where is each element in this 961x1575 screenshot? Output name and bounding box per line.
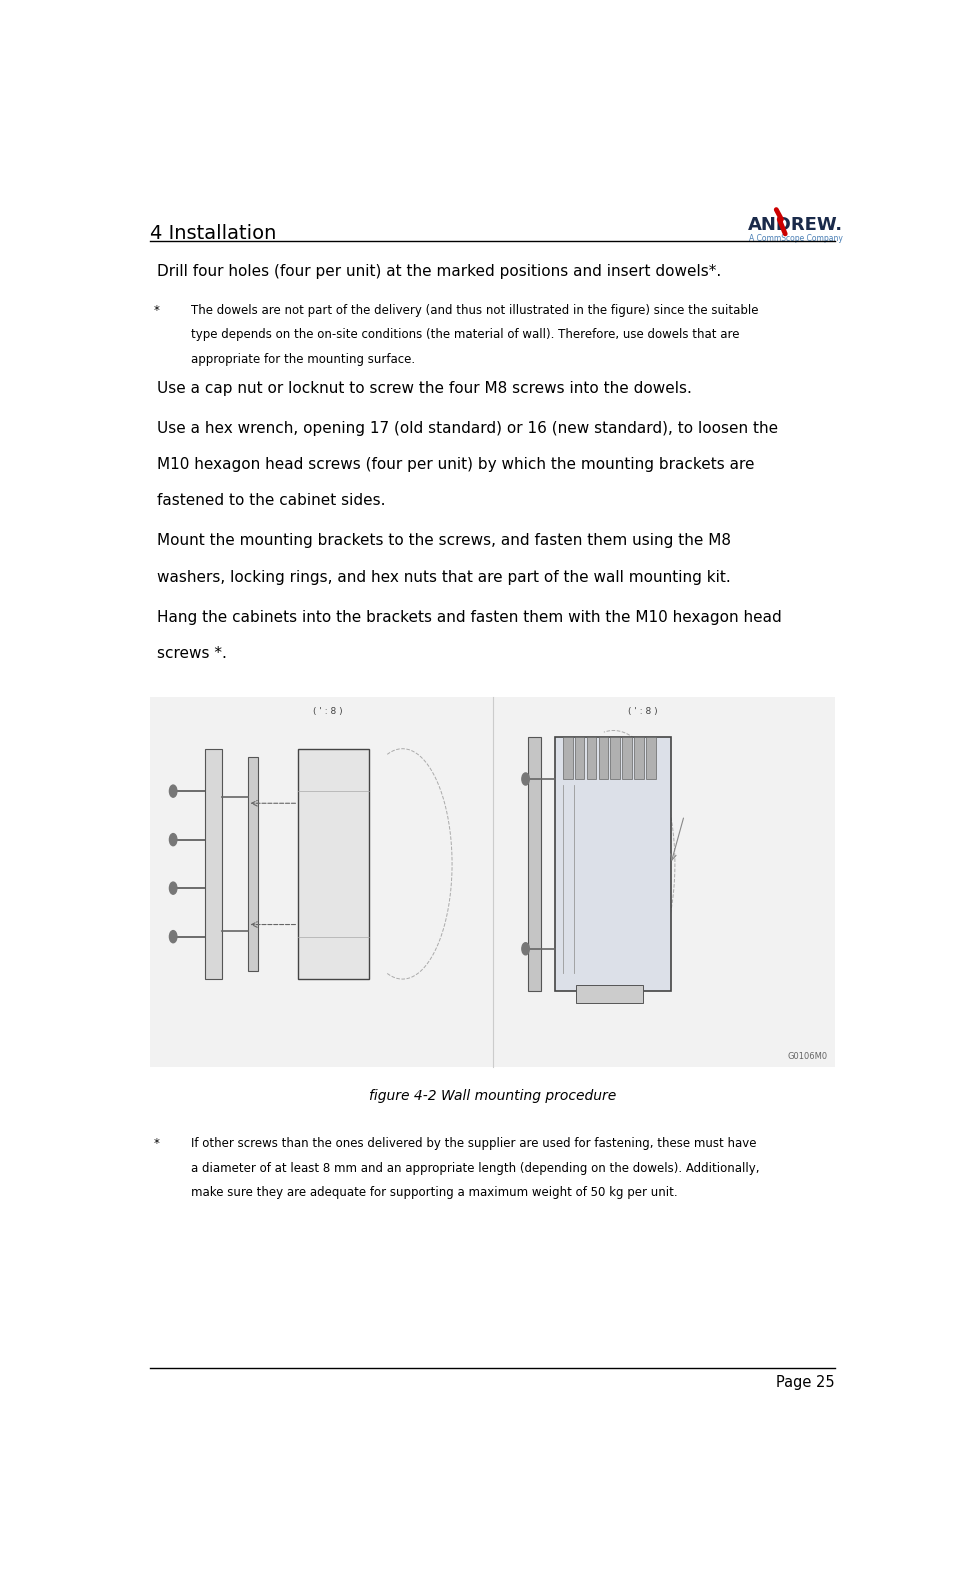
Bar	[298, 748, 369, 980]
Bar	[623, 737, 632, 780]
Bar	[634, 737, 644, 780]
Bar	[248, 758, 259, 970]
Text: G0106M0: G0106M0	[787, 1052, 827, 1062]
Text: ANDREW.: ANDREW.	[748, 216, 843, 233]
Text: type depends on the on-site conditions (the material of wall). Therefore, use do: type depends on the on-site conditions (…	[191, 329, 739, 342]
Text: appropriate for the mounting surface.: appropriate for the mounting surface.	[191, 353, 415, 365]
Text: M10 hexagon head screws (four per unit) by which the mounting brackets are: M10 hexagon head screws (four per unit) …	[158, 457, 754, 472]
Bar	[575, 737, 584, 780]
Bar	[577, 986, 643, 1003]
Bar	[528, 737, 541, 991]
Bar	[646, 737, 656, 780]
Text: Use a hex wrench, opening 17 (old standard) or 16 (new standard), to loosen the: Use a hex wrench, opening 17 (old standa…	[158, 421, 778, 436]
Bar	[586, 737, 597, 780]
Text: figure 4-2 Wall mounting procedure: figure 4-2 Wall mounting procedure	[369, 1088, 616, 1102]
Text: ( ' : 8 ): ( ' : 8 )	[313, 707, 343, 717]
Bar	[599, 737, 608, 780]
Bar	[563, 737, 573, 780]
Circle shape	[169, 833, 177, 846]
Text: make sure they are adequate for supporting a maximum weight of 50 kg per unit.: make sure they are adequate for supporti…	[191, 1186, 678, 1199]
Circle shape	[522, 773, 530, 784]
Text: Drill four holes (four per unit) at the marked positions and insert dowels*.: Drill four holes (four per unit) at the …	[158, 265, 722, 279]
Text: Mount the mounting brackets to the screws, and fasten them using the M8: Mount the mounting brackets to the screw…	[158, 534, 731, 548]
Circle shape	[522, 943, 530, 954]
Bar	[610, 737, 620, 780]
Text: Page 25: Page 25	[776, 1375, 835, 1391]
Circle shape	[169, 784, 177, 797]
Text: screws *.: screws *.	[158, 646, 227, 662]
Circle shape	[169, 931, 177, 943]
Text: ( ' : 8 ): ( ' : 8 )	[628, 707, 658, 717]
Text: a diameter of at least 8 mm and an appropriate length (depending on the dowels).: a diameter of at least 8 mm and an appro…	[191, 1162, 759, 1175]
Bar	[206, 748, 222, 980]
Text: The dowels are not part of the delivery (and thus not illustrated in the figure): The dowels are not part of the delivery …	[191, 304, 758, 317]
Bar	[555, 737, 671, 991]
Text: Hang the cabinets into the brackets and fasten them with the M10 hexagon head: Hang the cabinets into the brackets and …	[158, 610, 782, 625]
Bar	[150, 698, 835, 1066]
Text: 4 Installation: 4 Installation	[150, 224, 277, 243]
Text: A CommScope Company: A CommScope Company	[749, 233, 843, 243]
Text: *: *	[154, 304, 160, 317]
Text: Use a cap nut or locknut to screw the four M8 screws into the dowels.: Use a cap nut or locknut to screw the fo…	[158, 381, 692, 395]
Text: fastened to the cabinet sides.: fastened to the cabinet sides.	[158, 493, 386, 509]
Text: *: *	[154, 1137, 160, 1150]
Text: If other screws than the ones delivered by the supplier are used for fastening, : If other screws than the ones delivered …	[191, 1137, 756, 1150]
Text: washers, locking rings, and hex nuts that are part of the wall mounting kit.: washers, locking rings, and hex nuts tha…	[158, 570, 731, 584]
Circle shape	[169, 882, 177, 895]
